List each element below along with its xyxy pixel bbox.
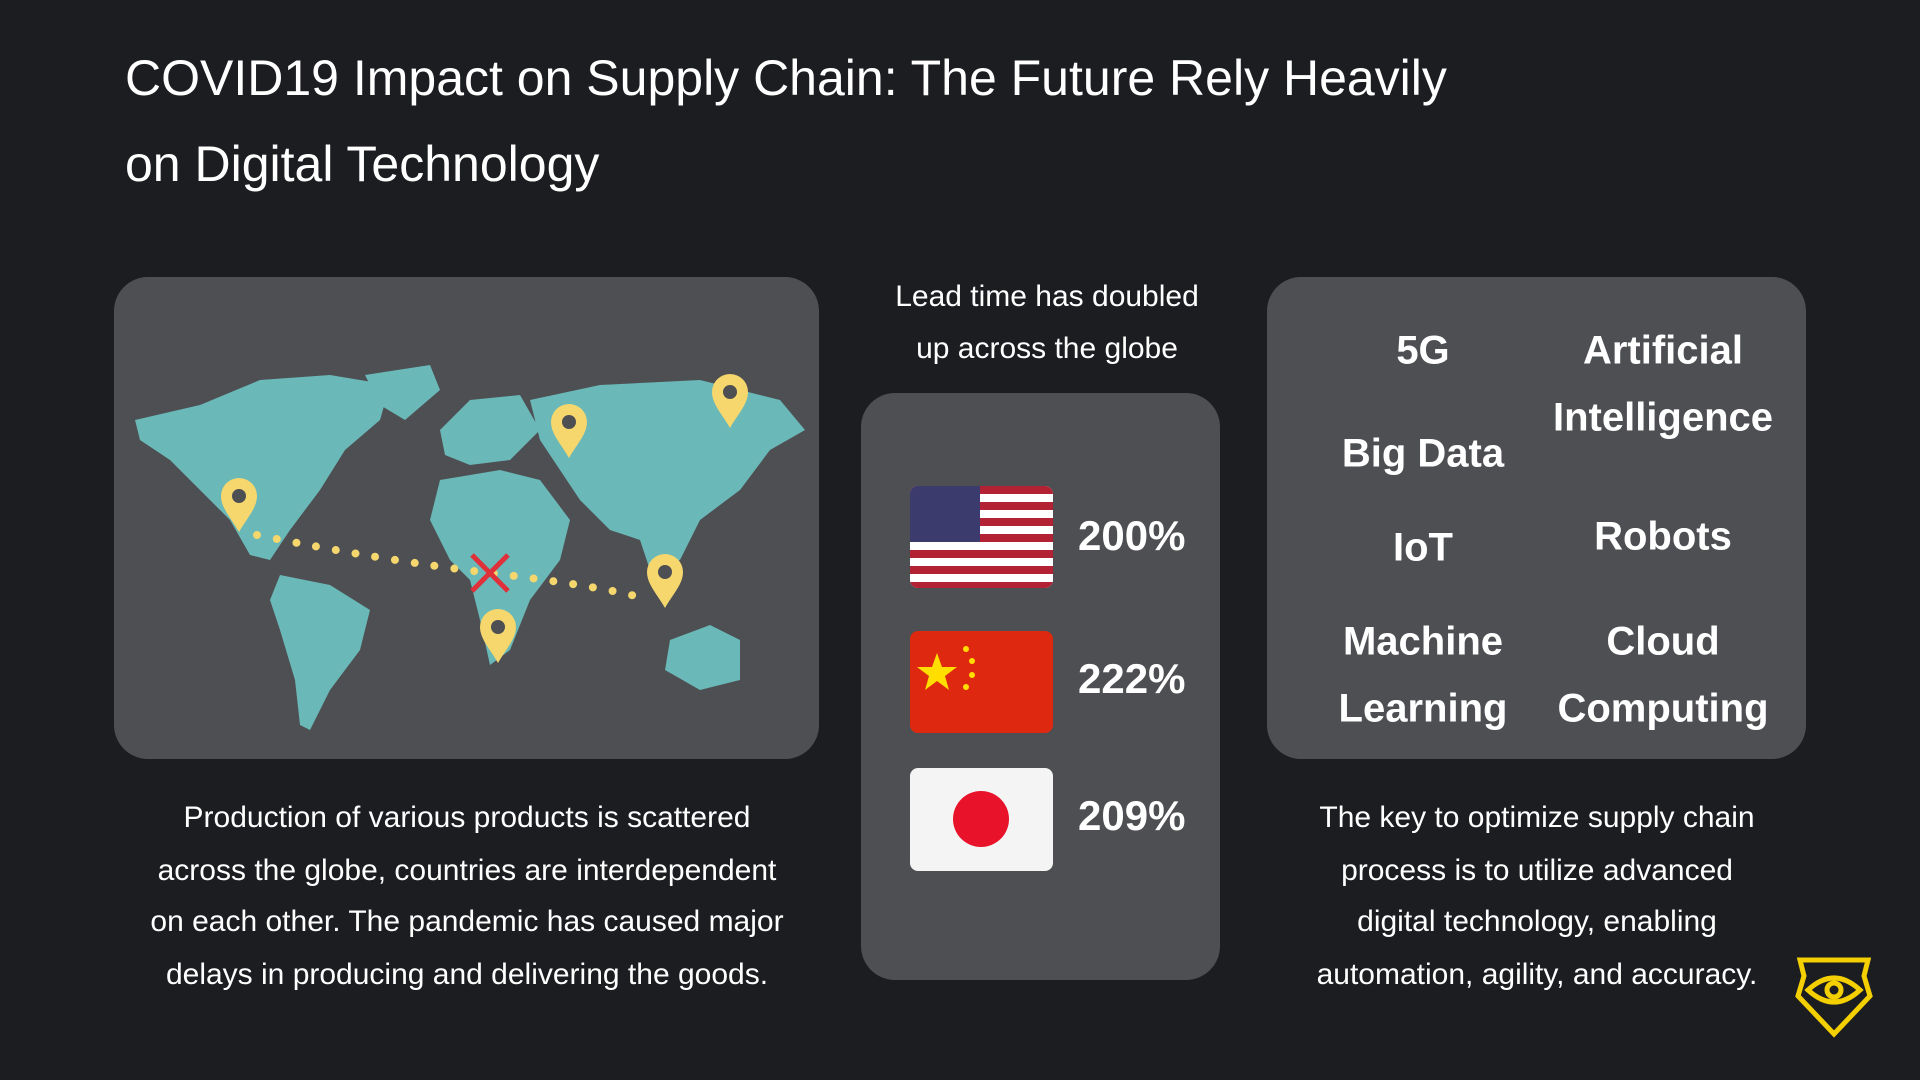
lead-value: 209% <box>1078 792 1185 839</box>
flag-japan <box>910 768 1053 871</box>
pins <box>221 374 748 663</box>
conclusion-line: The key to optimize supply chain <box>1319 801 1754 834</box>
logo <box>1795 957 1873 1038</box>
tech-item: Machine <box>1343 620 1503 664</box>
map-panel <box>114 277 819 759</box>
tech-item: Intelligence <box>1553 396 1773 440</box>
conclusion-line: process is to utilize advanced <box>1341 854 1733 887</box>
tech-item: Artificial <box>1583 329 1743 373</box>
lead-value: 222% <box>1078 655 1185 702</box>
tech-item: Cloud <box>1606 620 1719 664</box>
title-line: COVID19 Impact on Supply Chain: The Futu… <box>125 50 1447 106</box>
tech-item: Robots <box>1594 515 1732 559</box>
disruption-mark <box>470 553 510 593</box>
lead-value: 200% <box>1078 512 1185 559</box>
caption-line: Production of various products is scatte… <box>184 801 751 834</box>
conclusion-line: automation, agility, and accuracy. <box>1317 958 1758 991</box>
conclusion-line: digital technology, enabling <box>1357 905 1717 938</box>
title-line: on Digital Technology <box>125 136 599 192</box>
tech-item: IoT <box>1393 526 1453 570</box>
caption-line: across the globe, countries are interdep… <box>158 854 777 887</box>
caption-line: delays in producing and delivering the g… <box>166 958 768 991</box>
tech-item: Computing <box>1557 687 1768 731</box>
lead-heading: up across the globe <box>916 332 1178 365</box>
tech-panel <box>1267 277 1806 759</box>
tech-item: 5G <box>1396 329 1449 373</box>
flag-us <box>910 486 1053 588</box>
lead-heading: Lead time has doubled <box>895 280 1199 313</box>
flag-china <box>910 631 1053 733</box>
world-map <box>135 365 805 730</box>
caption-line: on each other. The pandemic has caused m… <box>150 905 783 938</box>
tech-item: Big Data <box>1342 432 1505 476</box>
tech-item: Learning <box>1339 687 1508 731</box>
